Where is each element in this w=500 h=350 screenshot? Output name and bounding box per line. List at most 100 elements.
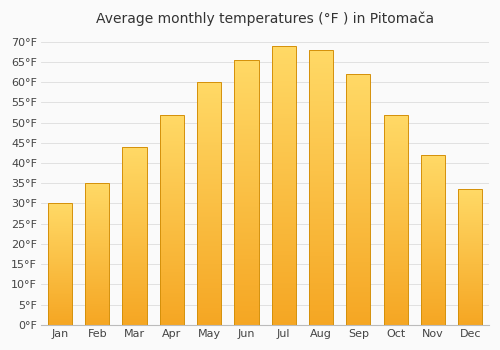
Bar [85,316,110,317]
Bar [421,260,445,261]
Bar [234,124,258,125]
Bar [85,191,110,192]
Bar [197,148,222,149]
Bar [421,302,445,303]
Bar [197,271,222,273]
Bar [346,162,370,163]
Bar [160,136,184,138]
Bar [346,266,370,267]
Bar [160,160,184,161]
Bar [197,155,222,156]
Bar [160,324,184,325]
Bar [309,202,333,204]
Bar [421,299,445,300]
Bar [272,210,296,212]
Bar [384,229,408,230]
Bar [197,211,222,212]
Bar [384,237,408,238]
Bar [309,244,333,245]
Bar [346,315,370,316]
Bar [197,108,222,109]
Bar [309,164,333,165]
Bar [309,107,333,109]
Bar [272,247,296,248]
Bar [48,232,72,233]
Bar [197,177,222,178]
Bar [197,318,222,320]
Bar [234,297,258,298]
Bar [234,163,258,164]
Bar [384,174,408,175]
Bar [272,175,296,177]
Bar [346,92,370,93]
Bar [384,148,408,149]
Bar [160,208,184,209]
Bar [384,310,408,311]
Bar [122,182,146,183]
Bar [309,234,333,236]
Bar [160,150,184,151]
Bar [346,74,370,325]
Bar [48,229,72,230]
Bar [346,203,370,204]
Bar [122,205,146,206]
Bar [458,312,482,313]
Bar [458,243,482,244]
Bar [197,253,222,254]
Bar [160,260,184,261]
Bar [421,178,445,179]
Bar [85,251,110,252]
Bar [458,303,482,304]
Bar [272,216,296,217]
Bar [421,222,445,223]
Bar [458,257,482,258]
Bar [384,130,408,131]
Bar [309,300,333,301]
Bar [272,205,296,206]
Bar [421,159,445,160]
Bar [421,252,445,253]
Bar [346,161,370,162]
Bar [458,194,482,195]
Bar [160,234,184,236]
Bar [48,268,72,269]
Bar [272,118,296,120]
Bar [197,176,222,177]
Bar [197,98,222,99]
Bar [421,257,445,258]
Bar [309,297,333,299]
Bar [458,245,482,246]
Bar [234,112,258,113]
Bar [197,105,222,106]
Bar [346,295,370,296]
Bar [160,323,184,324]
Bar [309,160,333,161]
Bar [346,207,370,208]
Bar [421,214,445,215]
Bar [346,186,370,187]
Bar [160,262,184,263]
Bar [309,304,333,306]
Bar [85,306,110,307]
Bar [197,225,222,226]
Bar [85,253,110,254]
Bar [272,244,296,245]
Bar [458,290,482,291]
Bar [122,223,146,224]
Bar [160,296,184,298]
Bar [122,212,146,213]
Bar [458,202,482,203]
Bar [346,131,370,132]
Bar [421,274,445,275]
Bar [85,208,110,209]
Bar [421,234,445,235]
Bar [85,281,110,282]
Bar [234,86,258,88]
Bar [272,219,296,220]
Bar [421,182,445,183]
Bar [458,211,482,212]
Bar [197,183,222,184]
Bar [197,124,222,125]
Bar [421,310,445,311]
Bar [309,285,333,286]
